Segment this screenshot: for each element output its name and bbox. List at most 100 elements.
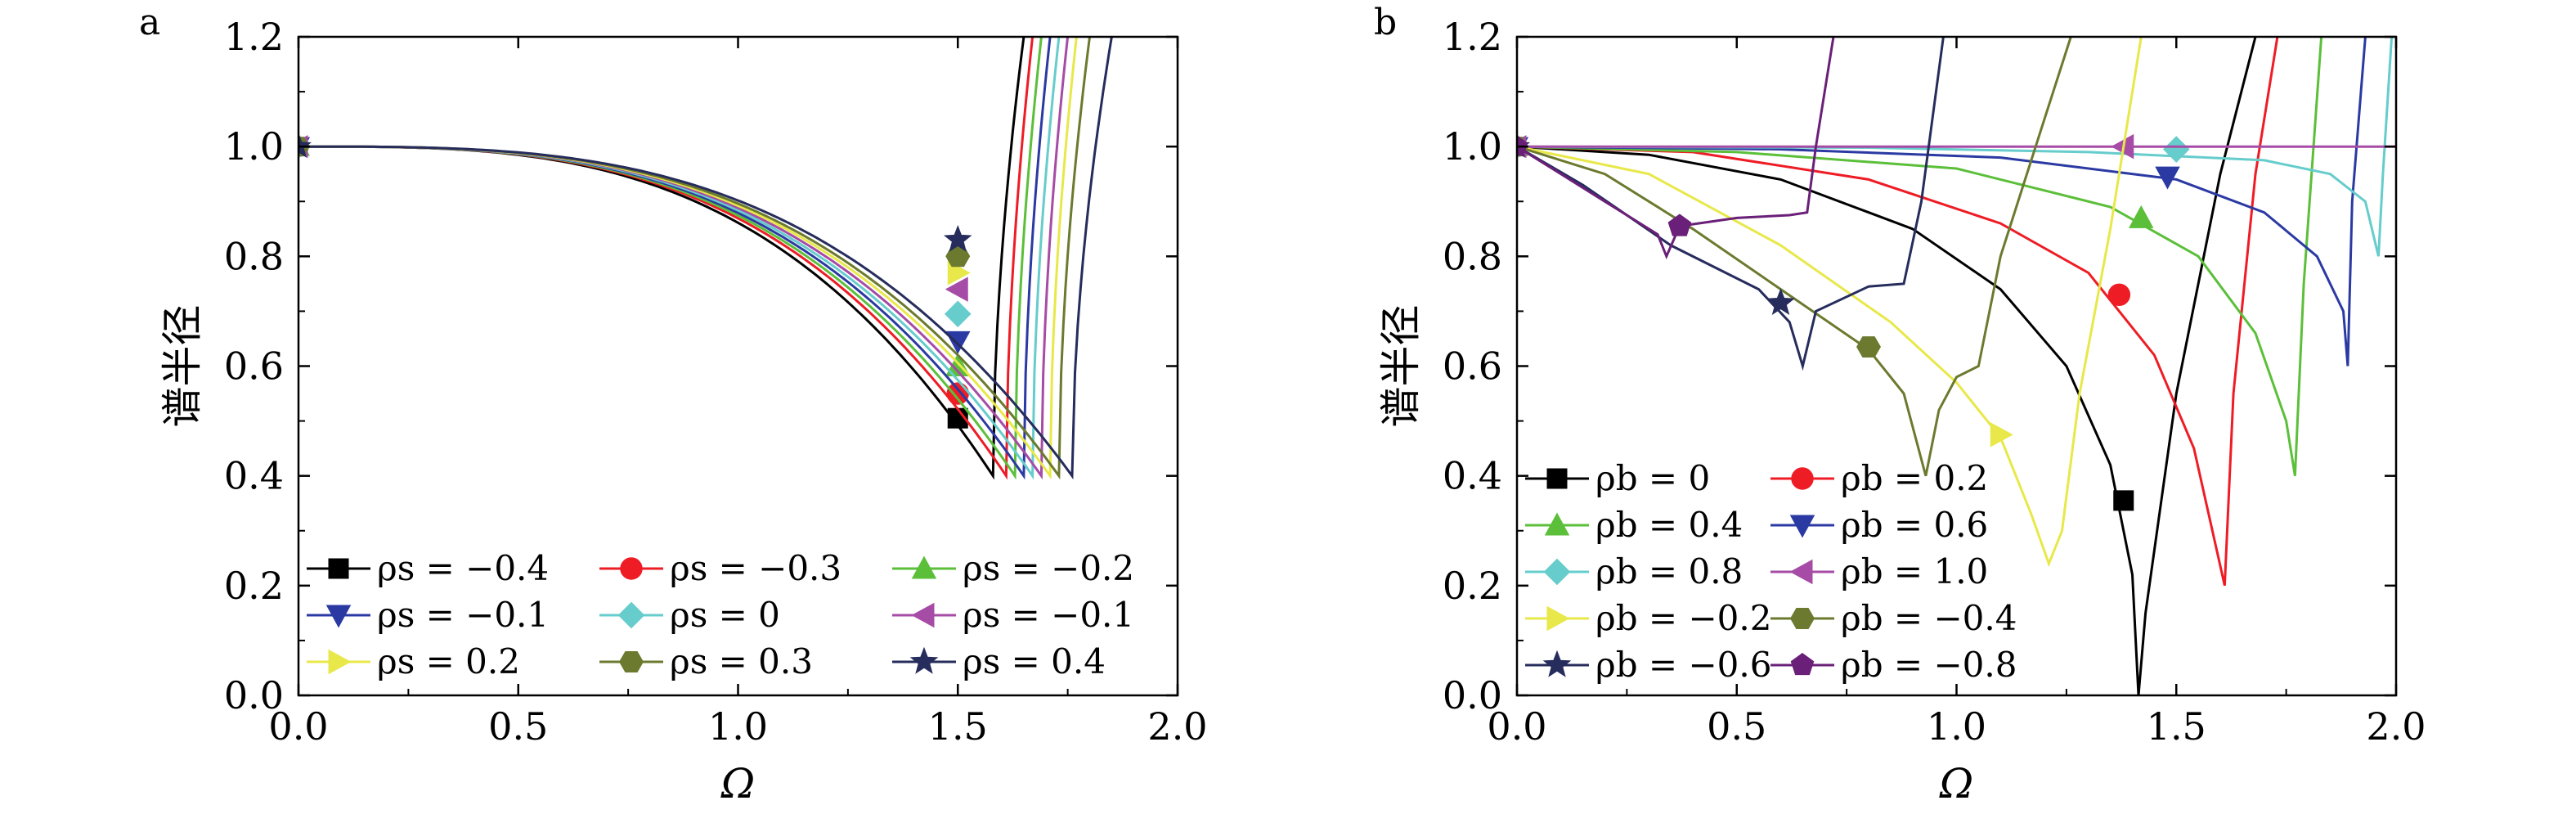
legend-marker-3: [325, 605, 352, 628]
x-tick-label: 1.0: [1927, 704, 1986, 749]
series-marker-4: [2162, 136, 2190, 163]
legend-marker-7: [1790, 608, 1815, 629]
legend-label-6: ρs = 0.2: [377, 641, 520, 681]
panel-a-label: a: [139, 2, 160, 43]
ticks: 0.0 0.5 1.0 1.5 2.0 0.0 0.2 0.4 0.6 0.8 1.0 1.2: [224, 15, 1208, 749]
legend-marker-3: [1789, 515, 1815, 538]
legend-label-0: ρs = −0.4: [377, 548, 549, 588]
legend-label-5: ρb = 1.0: [1841, 551, 1988, 591]
panel-b-xlabel: Ω: [1939, 760, 1973, 807]
legend-marker-0: [328, 558, 349, 579]
series-marker-5: [945, 277, 968, 302]
legend-label-2: ρs = −0.2: [963, 548, 1134, 588]
x-tick-label: 1.5: [928, 704, 988, 749]
y-tick-label: 0.8: [224, 234, 284, 278]
legend-label-8: ρb = −0.6: [1595, 645, 1771, 685]
legend-marker-6: [1546, 605, 1570, 632]
legend: ρb = 0 ρb = 0.2 ρb = 0.4 ρb = 0.6 ρb = 0.8 ρb…: [1525, 458, 2017, 685]
legend-label-7: ρb = −0.4: [1841, 598, 2017, 638]
series-marker-6: [1990, 422, 2013, 447]
series-line-7: [298, 37, 1091, 480]
series-line-4: [1517, 37, 2394, 257]
series-line-1: [298, 37, 1034, 480]
series-marker-7: [1856, 336, 1881, 358]
legend-label-3: ρs = −0.1: [377, 595, 549, 635]
y-tick-label: 0.6: [224, 344, 284, 389]
legend-label-7: ρs = 0.3: [670, 641, 813, 681]
y-tick-label: 0.4: [224, 454, 284, 498]
legend: ρs = −0.4 ρs = −0.3 ρs = −0.2 ρs = −0.1 ρs =…: [307, 548, 1134, 681]
x-tick-label: 2.0: [2366, 704, 2426, 749]
legend-marker-6: [328, 649, 352, 675]
legend-marker-7: [619, 651, 644, 672]
series-line-7: [1517, 37, 2072, 477]
series-line-8: [1517, 37, 1945, 371]
panel-b-label: b: [1374, 2, 1397, 43]
panel-b-ylabel: 谱半径: [1377, 305, 1425, 428]
series-line-2: [298, 37, 1043, 480]
series-line-8: [298, 37, 1113, 480]
series-marker-4: [944, 300, 972, 328]
legend-marker-1: [1791, 467, 1814, 490]
legend-label-1: ρb = 0.2: [1841, 458, 1988, 498]
series-marker-1: [946, 382, 969, 405]
legend-label-9: ρb = −0.8: [1841, 645, 2017, 685]
legend-marker-2: [1544, 512, 1570, 536]
panel-b-plot: 0.0 0.5 1.0 1.5 2.0 0.0 0.2 0.4 0.6 0.8 1.0 1.2 ρb =…: [1443, 15, 2426, 749]
y-tick-label: 1.0: [1443, 124, 1502, 169]
series-start-marker-9: [1517, 135, 1528, 156]
x-tick-label: 2.0: [1147, 704, 1207, 749]
series-marker-8: [943, 225, 972, 252]
legend-label-4: ρb = 0.8: [1595, 551, 1743, 591]
series-line-6: [1517, 37, 2143, 568]
ticks: 0.0 0.5 1.0 1.5 2.0 0.0 0.2 0.4 0.6 0.8 1.0 1.2: [1443, 15, 2426, 749]
series-lines: [298, 37, 1113, 480]
series-line-1: [1517, 37, 2279, 587]
series-marker-9: [1667, 214, 1692, 236]
panel-a-xlabel: Ω: [720, 760, 755, 807]
legend-marker-8: [1542, 650, 1572, 677]
series-marker-2: [2129, 205, 2154, 228]
series-marker-1: [2107, 283, 2131, 306]
legend-marker-4: [617, 601, 645, 629]
legend-marker-5: [1789, 559, 1813, 585]
legend-marker-2: [911, 555, 937, 579]
panel-a-ylabel: 谱半径: [159, 305, 206, 428]
y-tick-label: 0.2: [224, 564, 284, 608]
legend-marker-4: [1543, 558, 1571, 586]
y-tick-label: 1.2: [224, 15, 284, 59]
y-tick-label: 0.4: [1443, 454, 1502, 498]
x-tick-label: 1.0: [708, 704, 768, 749]
y-tick-label: 0.0: [224, 673, 284, 717]
series-start-marker-8: [298, 133, 312, 158]
legend-label-1: ρs = −0.3: [670, 548, 841, 588]
panel-b: b 0.0 0.5 1.0 1.5 2.0 0.0 0.2 0.4 0.6 0.8 1.0 1.2 ρb…: [1374, 2, 2426, 807]
series-lines: [1517, 37, 2396, 695]
x-tick-label: 0.0: [268, 704, 328, 749]
legend-label-3: ρb = 0.6: [1841, 505, 1988, 545]
series-line-3: [298, 37, 1052, 480]
y-tick-label: 0.2: [1443, 564, 1502, 608]
x-tick-label: 0.5: [488, 704, 548, 749]
series-line-2: [1517, 37, 2323, 476]
legend-label-4: ρs = 0: [670, 595, 780, 635]
legend-label-5: ρs = −0.1: [963, 595, 1134, 635]
series-line-0: [1517, 37, 2257, 695]
series-marker-8: [1766, 288, 1795, 316]
series-line-0: [298, 37, 1025, 480]
legend-label-6: ρb = −0.2: [1595, 598, 1771, 638]
y-tick-label: 1.0: [224, 124, 284, 169]
legend-marker-1: [620, 557, 643, 580]
series-marker-0: [2113, 490, 2134, 511]
panel-a-plot: 0.0 0.5 1.0 1.5 2.0 0.0 0.2 0.4 0.6 0.8 1.0 1.2 ρs =…: [224, 15, 1208, 749]
legend-marker-5: [911, 602, 935, 628]
legend-marker-8: [909, 646, 939, 674]
legend-label-0: ρb = 0: [1595, 458, 1710, 498]
legend-marker-9: [1790, 652, 1815, 676]
legend-label-2: ρb = 0.4: [1595, 505, 1743, 545]
series-line-9: [1517, 37, 1835, 260]
y-tick-label: 0.6: [1443, 344, 1502, 389]
panel-a: a 0.0 0.5 1.0 1.5 2.0 0.0 0.2 0.4 0.6 0.8 1.0 1.2 ρs…: [139, 2, 1208, 807]
x-tick-label: 1.5: [2147, 704, 2206, 749]
